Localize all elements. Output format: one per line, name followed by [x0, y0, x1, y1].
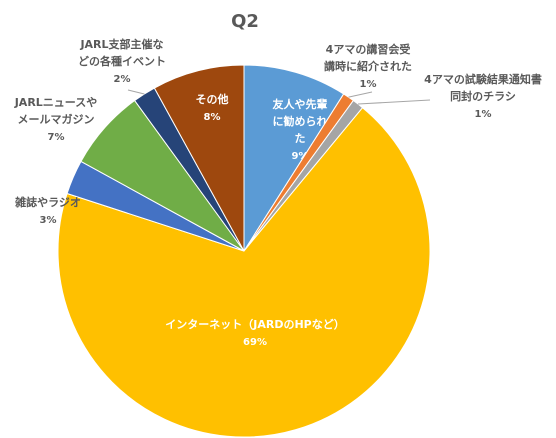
leader-line [348, 91, 373, 98]
value-label: 2% [114, 74, 131, 85]
value-label: 3% [40, 215, 57, 226]
pie-slice [153, 64, 245, 252]
value-label: 1% [360, 79, 377, 90]
leader-line [357, 99, 431, 105]
chart-title: Q2 [231, 11, 259, 32]
pie-slice [243, 64, 345, 253]
value-label: 1% [475, 109, 492, 120]
category-label: JARLニュースやメールマガジン [14, 96, 98, 126]
category-label: 雑誌やラジオ [14, 195, 81, 209]
category-label: インターネット（JARDのHPなど） [165, 318, 344, 331]
value-label: 69% [243, 337, 267, 348]
category-label: 友人や先輩に勧められた [273, 97, 328, 145]
pie-slice [57, 106, 431, 438]
value-label: 8% [204, 112, 221, 123]
category-label: 4アマの講習会受講時に紹介された [324, 42, 412, 73]
category-label: JARL支部主催などの各種イベント [78, 37, 166, 68]
leader-line [127, 89, 145, 95]
value-label: 7% [48, 132, 65, 143]
category-label: その他 [196, 92, 229, 106]
value-label: 9% [292, 151, 309, 162]
category-label: 4アマの試験結果通知書同封のチラシ [424, 72, 542, 103]
